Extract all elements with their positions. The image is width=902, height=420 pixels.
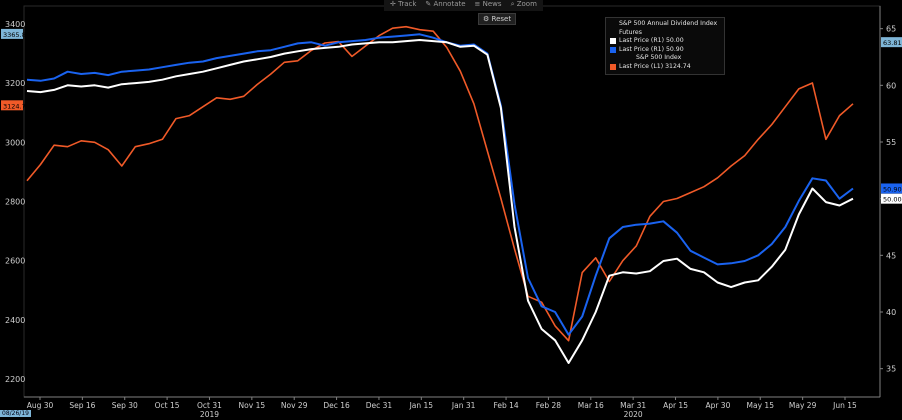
left-tick-label: 2600 [5,257,25,266]
value-tag-label: 3124.74 [3,102,30,110]
value-tag-label: 50.00 [883,196,902,204]
x-tick-label: Jun 15 [832,401,857,410]
left-tick-label: 2400 [5,316,25,325]
x-tick-label: Mar 16 [578,401,604,410]
x-tick-label: May 29 [789,401,817,410]
annotate-button[interactable]: ✎ Annotate [425,0,466,8]
right-tick-label: 55 [886,138,896,147]
x-tick-label: Aug 30 [27,401,54,410]
value-tag-bg [881,193,902,204]
legend-item-orange: Last Price (L1) 3124.74 [610,63,720,72]
track-button[interactable]: ✛ Track [390,0,417,8]
x-tick-label: Dec 16 [323,401,350,410]
legend-item-white: Last Price (R1) 50.00 [610,37,720,46]
series-line-ffffff [26,39,854,364]
x-tick-label: Oct 31 [197,401,222,410]
x-tick-label: Nov 29 [281,401,308,410]
series-line-1a63f0 [26,33,854,336]
news-label: News [482,0,502,8]
value-tag-bg [881,183,902,194]
left-tick-label: 2800 [5,198,25,207]
value-tag-bg [1,28,23,39]
year-label: 2019 [200,410,219,419]
zoom-button[interactable]: ⌕ Zoom [510,0,537,8]
x-tick-label: Mar 31 [620,401,646,410]
reset-label: Reset [491,15,512,23]
x-tick-label: Jan 31 [451,401,476,410]
x-tick-label: Apr 30 [705,401,730,410]
legend-label-orange: Last Price (L1) 3124.74 [619,62,691,70]
left-tick-label: 3000 [5,138,25,147]
x-tick-label: Oct 15 [155,401,180,410]
x-tick-label: Dec 31 [366,401,393,410]
chart-toolbar: ✛ Track ✎ Annotate ≡ News ⌕ Zoom [384,0,543,11]
legend-swatch-orange [610,64,616,71]
left-tick-label: 3200 [5,79,25,88]
value-tag-bg [1,100,23,111]
x-tick-label: Apr 15 [663,401,688,410]
x-tick-label: Nov 15 [239,401,266,410]
annotate-label: Annotate [433,0,466,8]
x-tick-label: Feb 28 [536,401,561,410]
right-tick-label: 40 [886,308,896,317]
track-label: Track [398,0,417,8]
zoom-label: Zoom [516,0,537,8]
legend-title-spx: S&P 500 Index [636,54,682,62]
x-tick-label: Feb 14 [493,401,518,410]
value-tag-label: 63.81 [883,39,902,47]
right-tick-label: 65 [886,25,896,34]
reset-icon: ⚙ [483,15,490,23]
right-tick-label: 45 [886,251,896,260]
legend-label-white: Last Price (R1) 50.00 [619,37,684,45]
value-tag-label: 50.90 [883,185,902,193]
value-tag-label: 3365.81 [3,31,30,39]
chart-legend: S&P 500 Annual Dividend Index Futures La… [605,17,725,75]
legend-title-dividend: S&P 500 Annual Dividend Index Futures [619,20,718,36]
x-tick-label: May 15 [747,401,775,410]
value-tag-bg [881,37,902,48]
corner-date-label: 08/26/19 [0,410,31,417]
legend-swatch-blue [610,47,616,54]
plot-frame [23,5,881,398]
legend-swatch-white [610,38,616,45]
reset-button[interactable]: ⚙ Reset [478,13,517,25]
legend-label-blue: Last Price (R1) 50.90 [619,45,684,53]
right-tick-label: 60 [886,81,896,90]
left-tick-label: 3400 [5,20,25,29]
legend-item-blue: Last Price (R1) 50.90 [610,46,720,55]
year-label: 2020 [624,410,643,419]
left-tick-label: 2200 [5,375,25,384]
right-tick-label: 35 [886,365,896,374]
x-tick-label: Sep 30 [112,401,138,410]
x-tick-label: Sep 16 [69,401,95,410]
x-tick-label: Jan 15 [409,401,434,410]
series-line-f05a28 [26,25,854,342]
news-button[interactable]: ≡ News [474,0,502,8]
